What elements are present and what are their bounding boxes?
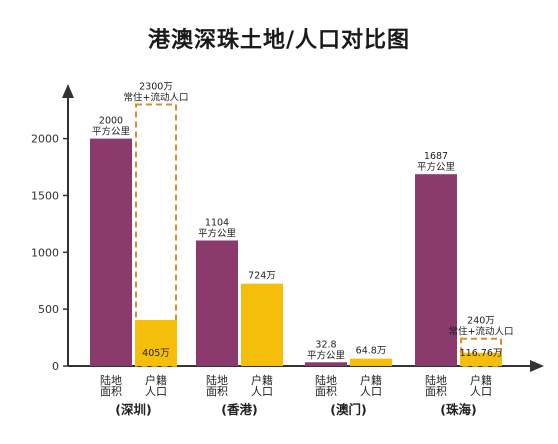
registered-population-label: 405万 — [142, 348, 170, 359]
y-tick-label: 0 — [52, 360, 59, 373]
registered-population-bar — [350, 358, 392, 366]
registered-population-label: 724万 — [248, 271, 276, 282]
resident-population-label: 2300万常住+流动人口 — [124, 81, 189, 103]
registered-population-bar — [135, 319, 177, 366]
land-area-label: 1104 平方公里 — [198, 217, 236, 239]
bar-category-label: 陆地面积 — [315, 373, 337, 398]
land-area-bar — [415, 174, 457, 366]
land-area-label: 32.8 平方公里 — [307, 339, 345, 361]
x-axis-arrow — [530, 360, 544, 372]
land-area-label: 2000 平方公里 — [92, 116, 130, 138]
resident-population-label: 240万常住+流动人口 — [449, 316, 514, 338]
resident-population-outline — [460, 337, 502, 368]
bar-category-label: 陆地面积 — [425, 373, 447, 398]
bar-category-label: 户籍人口 — [251, 373, 273, 398]
group-label: (香港) — [221, 402, 257, 417]
registered-population-bar — [241, 283, 283, 366]
y-tick-label: 1000 — [31, 246, 59, 259]
land-area-bar — [90, 138, 132, 366]
y-tick-label: 2000 — [31, 133, 59, 146]
group-label: (澳门) — [330, 402, 366, 417]
bar-category-label: 户籍人口 — [145, 373, 167, 398]
chart-title: 港澳深珠土地/人口对比图 — [147, 28, 411, 53]
land-area-bar — [305, 362, 347, 366]
registered-population-label: 116.76万 — [460, 348, 503, 359]
land-area-label: 1687 平方公里 — [417, 151, 455, 173]
bar-category-label: 陆地面积 — [100, 373, 122, 398]
group-label: (珠海) — [440, 402, 476, 417]
bar-category-label: 户籍人口 — [470, 373, 492, 398]
land-area-bar — [196, 240, 238, 366]
bar-category-label: 陆地面积 — [206, 373, 228, 398]
y-tick-label: 500 — [38, 303, 59, 316]
registered-population-label: 64.8万 — [356, 346, 387, 357]
bar-category-label: 户籍人口 — [360, 373, 382, 398]
y-tick-label: 1500 — [31, 189, 59, 202]
y-axis-arrow — [62, 84, 74, 98]
registered-population-bar — [460, 352, 502, 366]
group-label: (深圳) — [115, 402, 151, 417]
